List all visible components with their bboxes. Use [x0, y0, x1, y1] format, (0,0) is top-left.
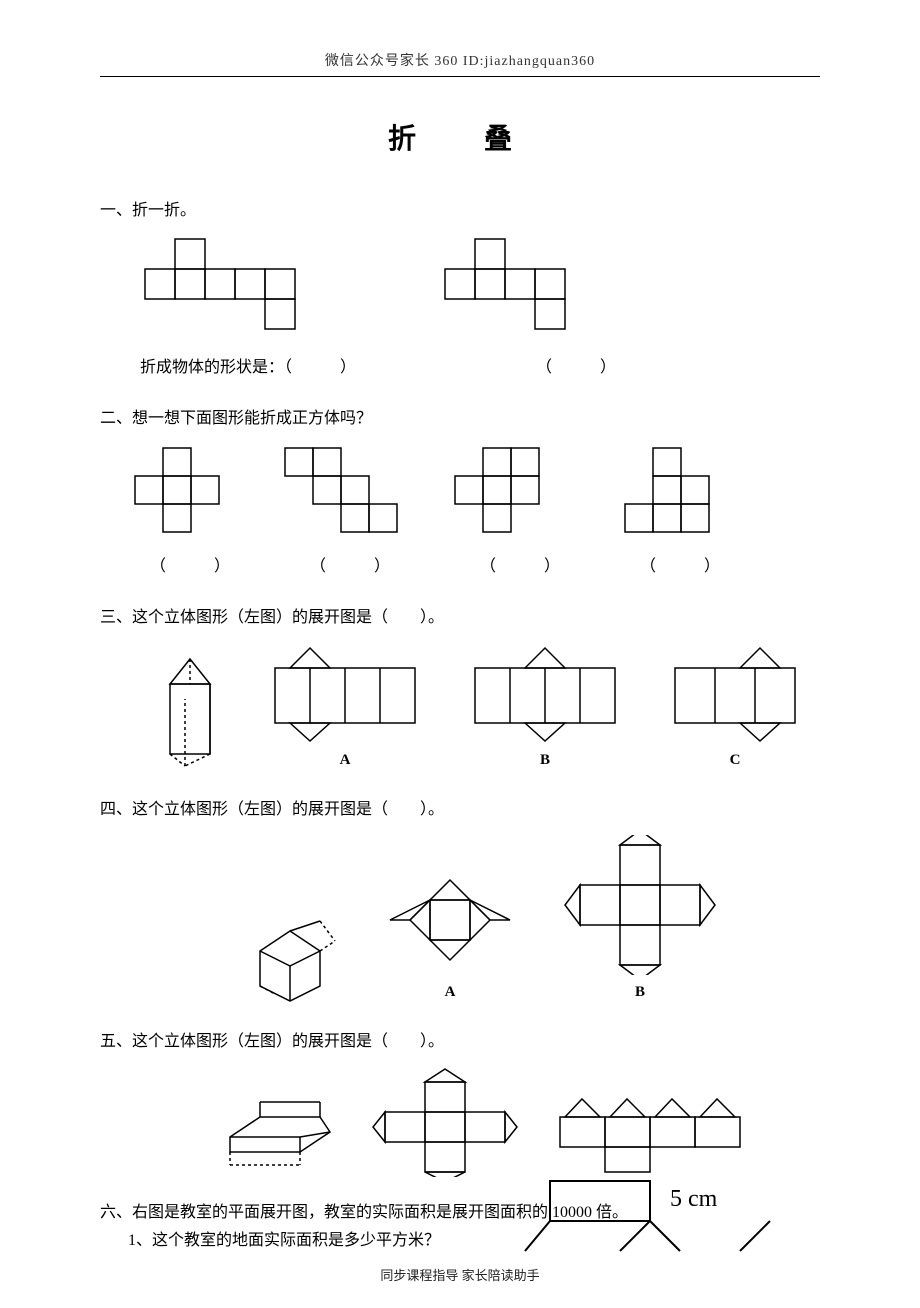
q2-net-1: （ ）: [130, 443, 250, 582]
q3-heading: 三、这个立体图形（左图）的展开图是（ ）。: [100, 604, 820, 633]
q2-net-4: （ ）: [620, 443, 740, 582]
q3-label-b: B: [540, 747, 550, 774]
q5-option-a: [370, 1067, 520, 1177]
q5-heading: 五、这个立体图形（左图）的展开图是（ ）。: [100, 1028, 820, 1057]
q2-blank-2: （ ）: [310, 553, 390, 582]
q2-blank-1: （ ）: [150, 553, 230, 582]
q4-heading: 四、这个立体图形（左图）的展开图是（ ）。: [100, 796, 820, 825]
question-5: 五、这个立体图形（左图）的展开图是（ ）。: [100, 1028, 820, 1177]
question-3: 三、这个立体图形（左图）的展开图是（ ）。: [100, 604, 820, 774]
q3-solid: [160, 654, 220, 774]
q5-solid: [220, 1087, 340, 1177]
q6-diagram: 5 cm: [520, 1176, 780, 1256]
page-footer: 同步课程指导 家长陪读助手: [0, 1265, 920, 1284]
q3-label-a: A: [340, 747, 351, 774]
q5-option-b: [550, 1087, 750, 1177]
q4-option-b: B: [560, 835, 720, 1006]
q1-heading: 一、折一折。: [100, 197, 820, 226]
q3-label-c: C: [730, 747, 741, 774]
q3-option-b: B: [470, 643, 620, 774]
q1-answer-left: 折成物体的形状是：（ ）: [140, 354, 356, 383]
q4-label-b: B: [635, 979, 645, 1006]
q2-blank-3: （ ）: [480, 553, 560, 582]
q1-net-2: [440, 234, 590, 344]
q2-heading: 二、想一想下面图形能折成正方体吗？: [100, 405, 820, 434]
question-4: 四、这个立体图形（左图）的展开图是（ ）。: [100, 796, 820, 1006]
q4-option-a: A: [380, 865, 520, 1006]
question-1: 一、折一折。 折成物体的形状是：（ ） （ ）: [100, 197, 820, 383]
q2-net-3: （ ）: [450, 443, 590, 582]
q2-net-2: （ ）: [280, 443, 420, 582]
q4-label-a: A: [445, 979, 456, 1006]
q3-option-c: C: [670, 643, 800, 774]
question-6: 六、右图是教室的平面展开图，教室的实际面积是展开图面积的 10000 倍。 1、…: [100, 1199, 820, 1257]
q1-net-1: [140, 234, 320, 344]
q1-answer-right: （ ）: [536, 354, 616, 383]
worksheet-page: 微信公众号家长 360 ID:jiazhangquan360 折 叠 一、折一折…: [0, 0, 920, 1308]
page-header: 微信公众号家长 360 ID:jiazhangquan360: [100, 50, 820, 77]
q4-solid: [240, 916, 340, 1006]
q6-dim-label: 5 cm: [670, 1186, 718, 1212]
question-2: 二、想一想下面图形能折成正方体吗？ （ ） （ ） （ ） （ ）: [100, 405, 820, 583]
q3-option-a: A: [270, 643, 420, 774]
page-title: 折 叠: [100, 117, 820, 157]
q2-blank-4: （ ）: [640, 553, 720, 582]
